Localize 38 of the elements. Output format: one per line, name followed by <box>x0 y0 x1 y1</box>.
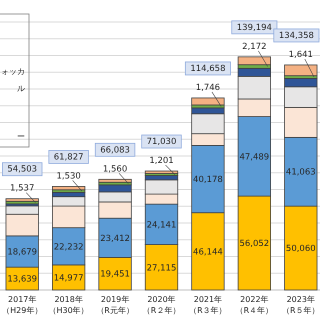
annotation: ォッカ <box>1 67 25 76</box>
x-tick-label: 2018年（H30年） <box>48 295 89 315</box>
total-label: 139,194 <box>236 22 272 33</box>
data-label: 19,451 <box>100 270 130 280</box>
x-tick-label: 2020年（R２年） <box>142 295 180 315</box>
data-label: 27,115 <box>146 263 176 274</box>
data-label: 24,141 <box>146 220 176 230</box>
data-label: 2,172 <box>242 42 267 52</box>
data-label: 23,412 <box>100 234 130 244</box>
data-label: 1,560 <box>102 164 128 174</box>
annotation: ル <box>17 84 25 93</box>
x-tick-label: 2022年（R４年） <box>236 295 274 315</box>
data-label: 13,639 <box>7 274 38 285</box>
data-label: 1,537 <box>10 184 34 194</box>
x-tick-label: 2017年（H29年） <box>2 295 42 315</box>
data-label: 50,060 <box>286 244 316 254</box>
x-tick-label: 2019年（R元年） <box>96 295 134 315</box>
total-label: 66,083 <box>100 145 130 156</box>
data-label: 47,489 <box>239 152 270 162</box>
data-label: 1,201 <box>149 156 174 166</box>
data-label: 1,641 <box>288 50 313 60</box>
total-label: 54,503 <box>7 164 38 175</box>
data-label: 18,679 <box>7 247 38 258</box>
data-label: 41,063 <box>286 168 316 178</box>
annotation: ー <box>17 132 25 141</box>
data-label: 40,178 <box>193 175 223 186</box>
total-label: 114,658 <box>190 64 226 74</box>
total-label: 61,827 <box>54 152 84 162</box>
data-label: 1,530 <box>56 171 81 182</box>
total-label: 71,030 <box>146 137 176 148</box>
x-tick-label: 2021年（R３年） <box>189 295 227 315</box>
data-label: 22,232 <box>54 242 84 252</box>
data-label: 46,144 <box>193 247 223 258</box>
data-label: 1,746 <box>196 82 220 93</box>
data-label: 56,052 <box>239 239 270 250</box>
data-label: 14,977 <box>54 273 84 284</box>
total-label: 134,358 <box>278 30 314 41</box>
x-tick-label: 2023年（R５年） <box>282 295 320 315</box>
